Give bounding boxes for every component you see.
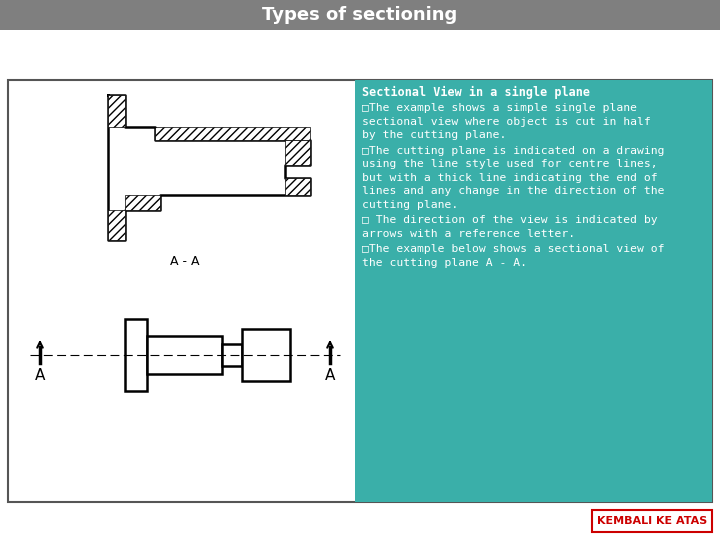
Bar (125, 319, 147, 391)
Polygon shape (108, 95, 125, 127)
Text: KEMBALI KE ATAS: KEMBALI KE ATAS (597, 516, 707, 526)
Text: A: A (325, 368, 336, 383)
Polygon shape (125, 127, 310, 140)
Text: □ The direction of the view is indicated by
arrows with a reference letter.: □ The direction of the view is indicated… (362, 215, 657, 239)
Text: A - A: A - A (170, 255, 199, 268)
Bar (0, 0, 720, 30)
Polygon shape (125, 195, 160, 210)
Bar (147, 336, 222, 374)
Polygon shape (285, 178, 310, 195)
Polygon shape (108, 210, 125, 240)
Bar (592, 510, 712, 532)
Bar (8, 80, 712, 502)
Text: Types of sectioning: Types of sectioning (262, 6, 458, 24)
Text: A: A (35, 368, 45, 383)
Text: □The example below shows a sectional view of
the cutting plane A - A.: □The example below shows a sectional vie… (362, 244, 665, 268)
Bar (242, 329, 290, 381)
Polygon shape (285, 140, 310, 165)
Bar (222, 344, 242, 366)
Bar (355, 80, 712, 502)
Text: □The cutting plane is indicated on a drawing
using the line style used for centr: □The cutting plane is indicated on a dra… (362, 145, 665, 210)
Text: Sectional View in a single plane: Sectional View in a single plane (362, 86, 590, 99)
Text: □The example shows a simple single plane
sectional view where object is cut in h: □The example shows a simple single plane… (362, 103, 651, 140)
